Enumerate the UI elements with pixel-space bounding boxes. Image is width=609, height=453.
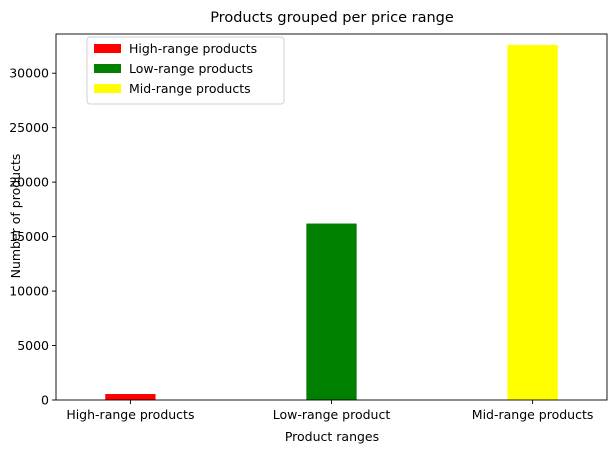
legend-label: High-range products (129, 41, 257, 56)
y-axis: 0 5000 10000 15000 20000 25000 30000 (9, 66, 56, 408)
legend-label: Mid-range products (129, 81, 251, 96)
legend: High-range products Low-range products Mid… (86, 36, 285, 105)
legend-box (86, 36, 285, 105)
chart-title: Products grouped per price range (210, 10, 454, 26)
legend-label: Low-range products (129, 61, 253, 76)
y-tick-label: 20000 (9, 175, 49, 190)
legend-swatch (94, 84, 121, 93)
x-axis-label: Product ranges (285, 429, 379, 444)
y-tick-label: 0 (41, 393, 49, 408)
bar-1 (105, 394, 156, 400)
y-tick-label: 25000 (9, 120, 49, 135)
x-tick-label: Mid-range products (472, 407, 594, 422)
bar-2 (306, 223, 357, 400)
y-axis-label: Number of products (8, 154, 23, 279)
legend-swatch (94, 64, 121, 73)
x-tick-label: Low-range product (273, 407, 391, 422)
y-tick-label: 30000 (9, 66, 49, 81)
bar-3 (507, 44, 558, 400)
x-axis: High-range products Low-range product Mid-… (66, 400, 593, 422)
y-tick-label: 15000 (9, 229, 49, 244)
y-tick-label: 5000 (17, 338, 49, 353)
legend-swatch (94, 44, 121, 53)
x-tick-label: High-range products (66, 407, 194, 422)
y-tick-label: 10000 (9, 284, 49, 299)
plot-area (55, 33, 608, 401)
